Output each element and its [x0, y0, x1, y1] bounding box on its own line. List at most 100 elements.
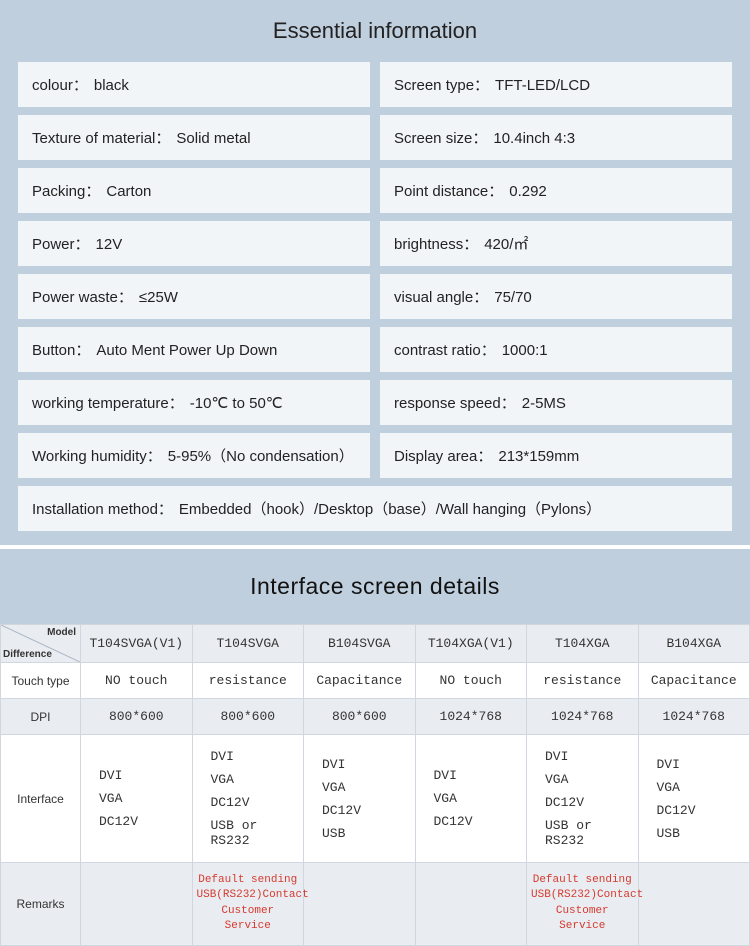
- table-cell: resistance: [527, 663, 639, 699]
- essential-label: Working humidity：: [32, 445, 162, 466]
- interface-line: DC12V: [657, 803, 696, 818]
- essential-value: black: [94, 77, 129, 94]
- interface-line: DC12V: [434, 814, 473, 829]
- essential-value: 1000:1: [502, 342, 548, 359]
- interface-lines-cell: DVI VGA DC12V USB or RS232: [527, 735, 639, 863]
- essential-value: 2-5MS: [522, 395, 566, 412]
- corner-difference: Difference: [3, 649, 52, 660]
- essential-value: 420/㎡: [484, 233, 528, 254]
- table-cell: Capacitance: [638, 663, 750, 699]
- table-cell: resistance: [192, 663, 304, 699]
- interface-line: VGA: [434, 791, 457, 806]
- interface-line: USB or RS232: [211, 818, 300, 848]
- interface-line: USB: [322, 826, 345, 841]
- col-header: T104SVGA: [192, 625, 304, 663]
- essential-cell: Screen type： TFT-LED/LCD: [380, 62, 732, 107]
- interface-title: Interface screen details: [0, 549, 750, 624]
- essential-value: Embedded（hook）/Desktop（base）/Wall hangin…: [179, 498, 601, 519]
- interface-line: DVI: [545, 749, 568, 764]
- essential-label: Point distance：: [394, 180, 503, 201]
- table-cell: 1024*768: [527, 699, 639, 735]
- essential-cell: brightness： 420/㎡: [380, 221, 732, 266]
- essential-install-cell: Installation method： Embedded（hook）/Deskt…: [18, 486, 732, 531]
- essential-value: Auto Ment Power Up Down: [96, 342, 277, 359]
- interface-line: VGA: [545, 772, 568, 787]
- essential-cell: Screen size：10.4inch 4:3: [380, 115, 732, 160]
- essential-label: Button：: [32, 339, 90, 360]
- row-header: DPI: [1, 699, 81, 735]
- interface-lines-cell: DVIVGADC12VUSB: [638, 735, 750, 863]
- col-header: B104SVGA: [304, 625, 416, 663]
- interface-lines-cell: DVI VGA DC12V: [81, 735, 193, 863]
- essential-label: response speed：: [394, 392, 516, 413]
- essential-value: 0.292: [509, 183, 547, 200]
- col-header: T104XGA: [527, 625, 639, 663]
- interface-lines-cell: DVIVGADC12VUSB or RS232: [192, 735, 304, 863]
- essential-value: TFT-LED/LCD: [495, 77, 590, 94]
- essential-label: Display area：: [394, 445, 492, 466]
- table-cell: 800*600: [192, 699, 304, 735]
- essential-cell: Button： Auto Ment Power Up Down: [18, 327, 370, 372]
- table-cell: 1024*768: [415, 699, 527, 735]
- interface-section: Interface screen details Model Difference…: [0, 549, 750, 946]
- table-cell: 800*600: [304, 699, 416, 735]
- interface-line: DVI: [322, 757, 345, 772]
- remark-cell: [304, 863, 416, 946]
- interface-line: DVI: [434, 768, 457, 783]
- essential-cell: Texture of material： Solid metal: [18, 115, 370, 160]
- essential-cell: Packing： Carton: [18, 168, 370, 213]
- interface-lines-cell: DVI VGA DC12V USB: [304, 735, 416, 863]
- remark-cell: [638, 863, 750, 946]
- table-corner: Model Difference: [1, 625, 81, 663]
- essential-label: contrast ratio：: [394, 339, 496, 360]
- interface-line: DC12V: [99, 814, 138, 829]
- table-cell: NO touch: [415, 663, 527, 699]
- essential-label: visual angle：: [394, 286, 488, 307]
- essential-label: Screen size：: [394, 127, 487, 148]
- essential-cell: response speed： 2-5MS: [380, 380, 732, 425]
- essential-value: 5-95%（No condensation）: [168, 445, 354, 466]
- interface-line: DC12V: [545, 795, 584, 810]
- essential-section: colour： black Screen type： TFT-LED/LCD Text…: [0, 62, 750, 545]
- col-header: T104SVGA(V1): [81, 625, 193, 663]
- table-cell: NO touch: [81, 663, 193, 699]
- table-cell: 1024*768: [638, 699, 750, 735]
- essential-value: Solid metal: [176, 130, 250, 147]
- table-cell: 800*600: [81, 699, 193, 735]
- remark-cell: Default sending USB(RS232)Contact Custom…: [527, 863, 639, 946]
- essential-label: brightness：: [394, 233, 478, 254]
- interface-line: USB: [657, 826, 680, 841]
- remark-cell: Default sending USB(RS232)Contact Custom…: [192, 863, 304, 946]
- interface-line: VGA: [322, 780, 345, 795]
- essential-cell: Point distance： 0.292: [380, 168, 732, 213]
- interface-line: VGA: [99, 791, 122, 806]
- col-header: T104XGA(V1): [415, 625, 527, 663]
- essential-label: colour：: [32, 74, 88, 95]
- essential-label: Screen type：: [394, 74, 489, 95]
- interface-line: DC12V: [211, 795, 250, 810]
- interface-lines-cell: DVI VGA DC12V: [415, 735, 527, 863]
- row-header: Remarks: [1, 863, 81, 946]
- interface-line: DC12V: [322, 803, 361, 818]
- essential-label: Power：: [32, 233, 90, 254]
- interface-line: DVI: [99, 768, 122, 783]
- remark-cell: [81, 863, 193, 946]
- essential-label: Packing：: [32, 180, 100, 201]
- essential-title: Essential information: [0, 0, 750, 62]
- essential-cell: visual angle： 75/70: [380, 274, 732, 319]
- essential-cell: colour： black: [18, 62, 370, 107]
- interface-line: VGA: [657, 780, 680, 795]
- corner-model: Model: [47, 627, 76, 638]
- essential-value: 213*159mm: [498, 448, 579, 465]
- essential-cell: Power： 12V: [18, 221, 370, 266]
- essential-value: -10℃ to 50℃: [190, 394, 283, 412]
- essential-cell: working temperature： -10℃ to 50℃: [18, 380, 370, 425]
- interface-line: USB or RS232: [545, 818, 634, 848]
- essential-cell: contrast ratio： 1000:1: [380, 327, 732, 372]
- essential-label: Texture of material：: [32, 127, 170, 148]
- remark-cell: [415, 863, 527, 946]
- essential-cell: Display area： 213*159mm: [380, 433, 732, 478]
- essential-label: working temperature：: [32, 392, 184, 413]
- essential-label: Installation method：: [32, 498, 173, 519]
- table-cell: Capacitance: [304, 663, 416, 699]
